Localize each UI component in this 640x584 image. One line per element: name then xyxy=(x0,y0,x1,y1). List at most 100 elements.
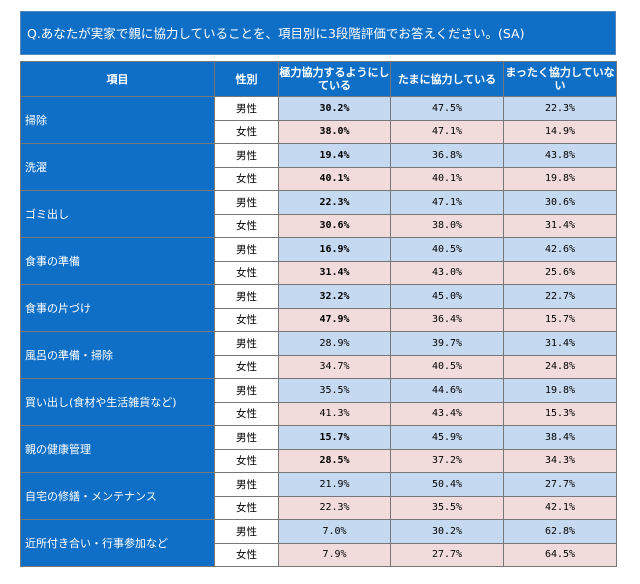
survey-table: 項目 性別 極力協力するようにしている たまに協力している まったく協力していな… xyxy=(20,61,617,567)
item-label: ゴミ出し xyxy=(20,190,215,238)
value-cell: 19.8% xyxy=(503,378,617,403)
value-cell: 47.9% xyxy=(278,307,391,332)
sex-label: 女性 xyxy=(214,166,279,191)
table-row: 女性 41.3% 43.4% 15.3% xyxy=(21,401,617,426)
value-cell: 24.8% xyxy=(503,354,617,379)
value-cell: 47.1% xyxy=(390,190,504,215)
value-cell: 28.9% xyxy=(278,331,391,356)
sex-label: 男性 xyxy=(214,519,279,544)
value-cell: 22.3% xyxy=(278,495,391,520)
value-cell: 34.7% xyxy=(278,354,391,379)
value-cell: 38.4% xyxy=(503,425,617,450)
value-cell: 40.5% xyxy=(390,237,504,262)
value-cell: 19.4% xyxy=(278,143,391,168)
sex-label: 女性 xyxy=(214,260,279,285)
value-cell: 38.0% xyxy=(390,213,504,238)
sex-label: 男性 xyxy=(214,378,279,403)
header-never: まったく協力していない xyxy=(503,61,617,97)
sex-label: 男性 xyxy=(214,331,279,356)
value-cell: 45.0% xyxy=(390,284,504,309)
value-cell: 43.0% xyxy=(390,260,504,285)
table-row: 食事の準備 男性 16.9% 40.5% 42.6% xyxy=(20,237,617,285)
item-label: 買い出し(食材や生活雑貨など) xyxy=(20,378,215,426)
item-label: 親の健康管理 xyxy=(20,425,215,473)
value-cell: 36.4% xyxy=(390,307,504,332)
table-row: 女性 22.3% 35.5% 42.1% xyxy=(21,495,617,520)
value-cell: 31.4% xyxy=(503,331,617,356)
table-header-row: 項目 性別 極力協力するようにしている たまに協力している まったく協力していな… xyxy=(20,61,617,97)
table-row: 自宅の修繕・メンテナンス 男性 21.9% 50.4% 27.7% xyxy=(20,472,617,520)
table-row: 食事の片づけ 男性 32.2% 45.0% 22.7% xyxy=(20,284,617,332)
table-row: 女性 28.5% 37.2% 34.3% xyxy=(21,448,617,473)
value-cell: 50.4% xyxy=(390,472,504,497)
item-label: 食事の片づけ xyxy=(20,284,215,332)
value-cell: 44.6% xyxy=(390,378,504,403)
value-cell: 28.5% xyxy=(278,448,391,473)
value-cell: 62.8% xyxy=(503,519,617,544)
value-cell: 15.7% xyxy=(503,307,617,332)
item-label: 近所付き合い・行事参加など xyxy=(20,519,215,567)
value-cell: 43.4% xyxy=(390,401,504,426)
value-cell: 42.6% xyxy=(503,237,617,262)
table-row: ゴミ出し 男性 22.3% 47.1% 30.6% xyxy=(20,190,617,238)
value-cell: 42.1% xyxy=(503,495,617,520)
sex-label: 男性 xyxy=(214,284,279,309)
value-cell: 22.7% xyxy=(503,284,617,309)
table-body: 掃除 男性 30.2% 47.5% 22.3% 女性 38.0% 47.1% 14.9% 洗濯 男性… xyxy=(20,96,617,567)
value-cell: 21.9% xyxy=(278,472,391,497)
header-sex: 性別 xyxy=(214,61,279,97)
item-label: 掃除 xyxy=(20,96,215,144)
value-cell: 14.9% xyxy=(503,119,617,144)
value-cell: 30.2% xyxy=(278,96,391,121)
value-cell: 40.1% xyxy=(390,166,504,191)
value-cell: 30.2% xyxy=(390,519,504,544)
value-cell: 16.9% xyxy=(278,237,391,262)
sex-label: 男性 xyxy=(214,96,279,121)
value-cell: 27.7% xyxy=(503,472,617,497)
value-cell: 7.9% xyxy=(278,542,391,567)
item-label: 食事の準備 xyxy=(20,237,215,285)
value-cell: 15.3% xyxy=(503,401,617,426)
sex-label: 男性 xyxy=(214,472,279,497)
value-cell: 30.6% xyxy=(503,190,617,215)
value-cell: 35.5% xyxy=(278,378,391,403)
value-cell: 7.0% xyxy=(278,519,391,544)
table-row: 掃除 男性 30.2% 47.5% 22.3% xyxy=(20,96,617,144)
table-row: 女性 34.7% 40.5% 24.8% xyxy=(21,354,617,379)
sex-label: 女性 xyxy=(214,354,279,379)
value-cell: 22.3% xyxy=(278,190,391,215)
table-row: 洗濯 男性 19.4% 36.8% 43.8% xyxy=(20,143,617,191)
item-label: 風呂の準備・掃除 xyxy=(20,331,215,379)
item-label: 洗濯 xyxy=(20,143,215,191)
sex-label: 男性 xyxy=(214,143,279,168)
value-cell: 37.2% xyxy=(390,448,504,473)
sex-label: 男性 xyxy=(214,425,279,450)
sex-label: 女性 xyxy=(214,307,279,332)
table-row: 近所付き合い・行事参加など 男性 7.0% 30.2% 62.8% xyxy=(20,519,617,567)
value-cell: 41.3% xyxy=(278,401,391,426)
value-cell: 43.8% xyxy=(503,143,617,168)
sex-label: 女性 xyxy=(214,495,279,520)
table-row: 買い出し(食材や生活雑貨など) 男性 35.5% 44.6% 19.8% xyxy=(20,378,617,426)
question-title: Q.あなたが実家で親に協力していることを、項目別に3段階評価でお答えください。(… xyxy=(20,11,616,55)
table-row: 女性 47.9% 36.4% 15.7% xyxy=(21,307,617,332)
value-cell: 36.8% xyxy=(390,143,504,168)
table-row: 女性 31.4% 43.0% 25.6% xyxy=(21,260,617,285)
value-cell: 32.2% xyxy=(278,284,391,309)
value-cell: 38.0% xyxy=(278,119,391,144)
table-row: 風呂の準備・掃除 男性 28.9% 39.7% 31.4% xyxy=(20,331,617,379)
header-sometimes: たまに協力している xyxy=(390,61,504,97)
value-cell: 34.3% xyxy=(503,448,617,473)
value-cell: 30.6% xyxy=(278,213,391,238)
value-cell: 35.5% xyxy=(390,495,504,520)
header-item: 項目 xyxy=(20,61,215,97)
value-cell: 40.1% xyxy=(278,166,391,191)
sex-label: 男性 xyxy=(214,190,279,215)
value-cell: 40.5% xyxy=(390,354,504,379)
sex-label: 女性 xyxy=(214,448,279,473)
value-cell: 15.7% xyxy=(278,425,391,450)
value-cell: 27.7% xyxy=(390,542,504,567)
sex-label: 男性 xyxy=(214,237,279,262)
table-row: 女性 7.9% 27.7% 64.5% xyxy=(21,542,617,567)
sex-label: 女性 xyxy=(214,542,279,567)
